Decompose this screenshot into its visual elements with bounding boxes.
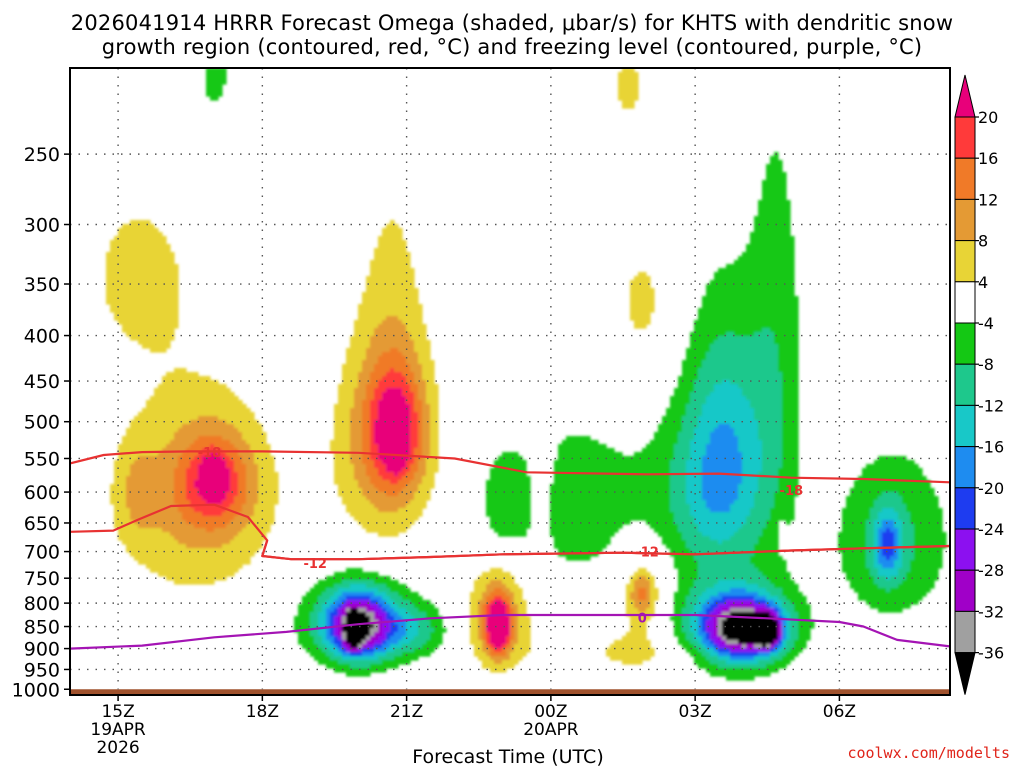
colorbar-bin bbox=[954, 240, 976, 283]
x-tick-sublabel: 19APR bbox=[90, 720, 146, 740]
y-tick-label: 500 bbox=[24, 412, 60, 434]
y-tick-label: 1000 bbox=[12, 679, 60, 701]
colorbar-bin bbox=[954, 322, 976, 365]
x-tick-sublabel: 20APR bbox=[523, 720, 579, 740]
contour-line-1 bbox=[70, 450, 950, 484]
y-tick-label: 450 bbox=[24, 371, 60, 393]
omega-shaded-field bbox=[106, 68, 947, 681]
y-tick-label: 550 bbox=[24, 448, 60, 470]
y-tick-label: 350 bbox=[24, 274, 60, 296]
y-tick-label: 700 bbox=[24, 542, 60, 564]
colorbar-tick-label: 16 bbox=[978, 149, 998, 168]
colorbar-bin bbox=[954, 446, 976, 489]
contour-label: 0 bbox=[638, 611, 647, 626]
colorbar-tick-label: -36 bbox=[978, 644, 1004, 663]
x-tick-label: 21Z bbox=[390, 702, 423, 722]
colorbar-tick-label: 4 bbox=[978, 273, 988, 292]
x-tick-label: 03Z bbox=[678, 702, 711, 722]
colorbar-bin bbox=[954, 528, 976, 571]
colorbar-bin bbox=[954, 487, 976, 530]
contour-label: -18 bbox=[780, 484, 804, 499]
contour-label: -18 bbox=[198, 446, 222, 461]
y-tick-label: 650 bbox=[24, 513, 60, 535]
credit-text: coolwx.com/modelts bbox=[847, 744, 1010, 762]
colorbar-tick-label: -12 bbox=[978, 396, 1004, 415]
colorbar-tick-label: -32 bbox=[978, 602, 1004, 621]
x-tick-label: 15Z bbox=[101, 702, 134, 722]
colorbar-over-arrow bbox=[954, 74, 976, 118]
colorbar-tick-label: -4 bbox=[978, 314, 994, 333]
colorbar-bin bbox=[954, 404, 976, 448]
colorbar-bin bbox=[954, 610, 976, 654]
x-tick-label: 18Z bbox=[246, 702, 279, 722]
chart-title-line-1: 2026041914 HRRR Forecast Omega (shaded, … bbox=[70, 11, 954, 35]
colorbar-tick-label: -24 bbox=[978, 520, 1004, 539]
x-tick-label: 00Z bbox=[534, 702, 567, 722]
colorbar-tick-label: -20 bbox=[978, 479, 1004, 498]
y-tick-label: 300 bbox=[24, 215, 60, 237]
y-tick-label: 250 bbox=[24, 144, 60, 166]
colorbar-tick-label: -28 bbox=[978, 561, 1004, 580]
omega-cells bbox=[106, 68, 947, 681]
chart-title-line-2: growth region (contoured, red, °C) and f… bbox=[101, 35, 923, 59]
colorbar: 20 16 12 8 4 -4 -8 -12 -16 -20 -24 -28 -32 -36 bbox=[954, 74, 1004, 695]
colorbar-under-arrow bbox=[954, 652, 976, 695]
colorbar-bin bbox=[954, 363, 976, 406]
y-tick-label: 800 bbox=[24, 593, 60, 615]
colorbar-bin bbox=[954, 116, 976, 159]
y-tick-label: 950 bbox=[24, 659, 60, 681]
colorbar-bin bbox=[954, 569, 976, 612]
colorbar-tick-label: 12 bbox=[978, 190, 998, 209]
ground-surface bbox=[70, 689, 950, 695]
x-axis-label: Forecast Time (UTC) bbox=[412, 746, 604, 768]
x-tick-label: 06Z bbox=[823, 702, 856, 722]
y-tick-label: 850 bbox=[24, 617, 60, 639]
contour-label: -12 bbox=[303, 557, 327, 572]
colorbar-tick-label: -16 bbox=[978, 438, 1004, 457]
y-tick-label: 600 bbox=[24, 482, 60, 504]
temperature-contours: -18 -18 -12 -12 0 bbox=[70, 446, 950, 650]
contour-label: -12 bbox=[635, 546, 659, 561]
x-tick-sublabel: 2026 bbox=[96, 738, 139, 758]
colorbar-tick-label: 8 bbox=[978, 232, 988, 251]
colorbar-tick-label: -8 bbox=[978, 355, 994, 374]
contour-line-4 bbox=[70, 613, 950, 650]
colorbar-bin bbox=[954, 157, 976, 200]
y-tick-label: 750 bbox=[24, 568, 60, 590]
pressure-axis: 2503003504004505005506006507007508008509… bbox=[12, 144, 70, 701]
y-tick-label: 900 bbox=[24, 639, 60, 661]
colorbar-bin bbox=[954, 198, 976, 242]
colorbar-tick-label: 20 bbox=[978, 108, 998, 127]
y-tick-label: 400 bbox=[24, 326, 60, 348]
colorbar-bin bbox=[954, 281, 976, 324]
contour-line-3 bbox=[261, 540, 950, 561]
